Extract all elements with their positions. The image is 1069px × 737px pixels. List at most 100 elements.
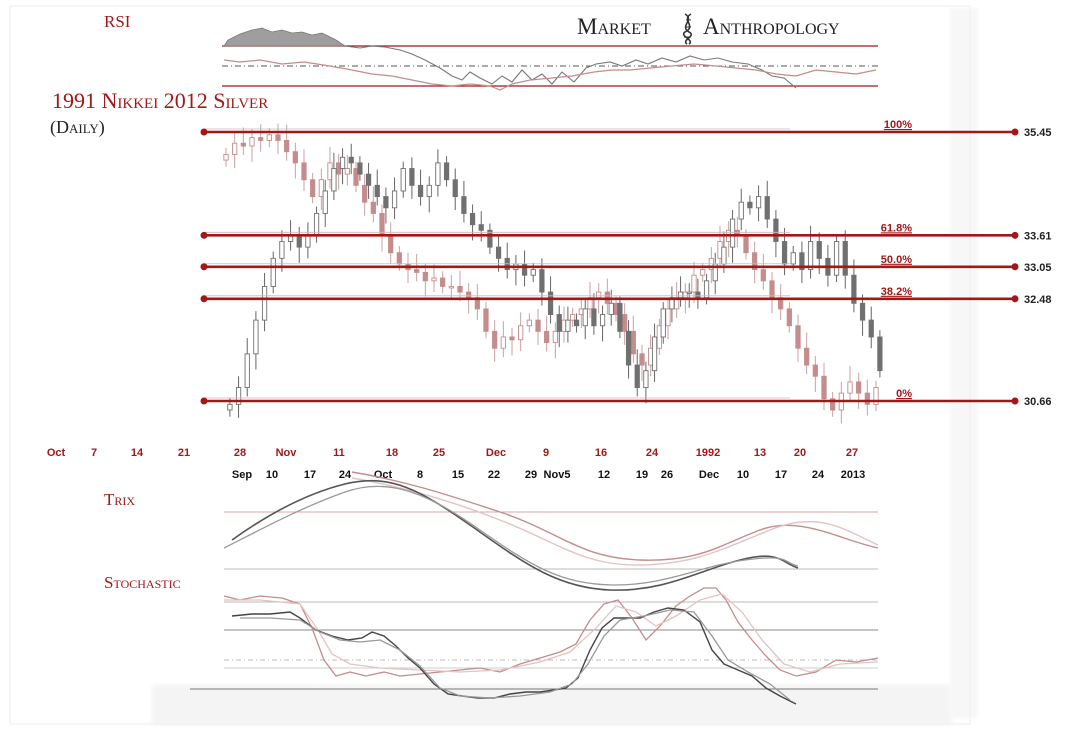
candle-body	[279, 241, 285, 259]
x-tick-label-bottom: 24	[339, 469, 352, 481]
candle-body	[400, 168, 406, 192]
candle-body	[287, 235, 294, 242]
trix-panel-label: Trix	[104, 490, 135, 509]
candle-body	[469, 212, 476, 226]
candle-body	[729, 218, 736, 248]
candle-body	[443, 162, 450, 181]
candle-body	[821, 375, 827, 400]
candle-body	[383, 196, 389, 209]
candle-body	[573, 319, 580, 327]
x-tick-label-bottom: Dec	[699, 469, 719, 481]
candle-body	[414, 269, 420, 273]
candle-body	[322, 190, 328, 214]
candle-body	[301, 162, 307, 181]
x-tick-label-bottom: Sep	[232, 469, 252, 481]
candle-body	[539, 269, 545, 293]
candle-body	[348, 156, 354, 164]
chart-subtitle: (Daily)	[50, 117, 105, 138]
candle-body	[830, 398, 836, 411]
candle-body	[466, 291, 472, 299]
fib-level-percent: 100%	[884, 119, 912, 131]
x-tick-label-bottom: 29	[525, 469, 537, 481]
candle-body	[391, 190, 398, 209]
candle-body	[570, 314, 576, 321]
candle-body	[781, 241, 788, 265]
candle-body	[223, 154, 229, 161]
fib-level-end-dot	[1011, 128, 1019, 136]
candle-body	[284, 139, 290, 153]
x-tick-label-bottom: 22	[488, 469, 500, 481]
fib-level-percent: 0%	[896, 388, 912, 400]
candle-body	[339, 156, 346, 169]
candle-body	[625, 330, 632, 366]
x-tick-label-bottom: 10	[737, 469, 749, 481]
candle-body	[374, 184, 380, 198]
candle-body	[452, 179, 458, 198]
candle-body	[643, 370, 649, 388]
x-tick-label-bottom: 8	[417, 469, 423, 481]
fibonacci-levels: 100% 35.45 61.8% 33.61 50.0% 33.05 38.2% 32.48 0…	[200, 119, 1052, 408]
x-tick-label-bottom: 10	[266, 469, 278, 481]
candle-body	[310, 179, 316, 198]
candle-body	[461, 196, 467, 214]
candle-body	[500, 336, 506, 349]
x-tick-label-top: 18	[386, 447, 398, 459]
stoch-nikkei-k	[223, 587, 879, 677]
candle-body	[816, 241, 822, 259]
candle-body	[769, 280, 775, 299]
fib-level-start-dot	[200, 231, 208, 239]
stoch-nikkei-d	[224, 593, 879, 673]
candle-body	[258, 137, 264, 141]
fib-level-start-dot	[200, 295, 208, 303]
x-tick-label-top: Nov	[276, 447, 298, 459]
candle-body	[270, 257, 276, 287]
trix-silver-line-2	[223, 485, 799, 586]
candle-body	[509, 336, 515, 341]
candle-body	[582, 308, 588, 327]
candle-body	[721, 246, 727, 265]
candle-body	[240, 142, 246, 147]
x-tick-label-top: 7	[91, 447, 97, 459]
brand-word-anthropology: Anthropology	[703, 14, 840, 39]
x-tick-label-top: Dec	[486, 447, 506, 459]
fib-level-value: 33.61	[1024, 230, 1052, 242]
candle-body	[599, 314, 606, 327]
candle-body	[426, 184, 432, 198]
x-tick-label-top: 13	[754, 447, 766, 459]
fib-level-end-dot	[1011, 263, 1019, 271]
candle-body	[591, 308, 597, 327]
candle-body	[773, 218, 779, 242]
candle-body	[752, 252, 758, 271]
candle-body	[478, 224, 484, 231]
candle-body	[807, 241, 814, 271]
candle-body	[440, 277, 446, 287]
fib-level-percent: 38.2%	[881, 286, 912, 298]
candle-body	[804, 347, 810, 366]
candle-body	[864, 392, 870, 405]
candle-body	[639, 353, 645, 366]
x-tick-label-bottom: 24	[812, 469, 825, 481]
x-tick-label-top: 21	[178, 447, 190, 459]
candle-body	[617, 302, 623, 332]
candle-body	[353, 168, 359, 186]
candle-body	[344, 168, 350, 175]
candle-body	[691, 274, 697, 293]
stoch-silver-k	[231, 607, 797, 705]
candle-body	[530, 269, 536, 276]
candle-body	[388, 235, 394, 254]
candle-body	[651, 336, 658, 372]
fib-level-value: 35.45	[1024, 127, 1052, 139]
x-axis-nikkei-dates: Oct 7 14 21 28 Nov 11 18 25 Dec 9 16 24 1992 13 20 27	[47, 447, 858, 459]
candle-body	[448, 285, 454, 289]
candle-body	[565, 319, 571, 332]
candle-body	[847, 381, 853, 394]
candle-body	[362, 184, 368, 203]
candle-body	[677, 291, 684, 299]
fib-level-end-dot	[1011, 295, 1019, 303]
candle-body	[318, 179, 324, 198]
fib-level-value: 32.48	[1024, 294, 1052, 306]
fib-level-start-dot	[200, 263, 208, 271]
candle-body	[868, 319, 874, 338]
candle-body	[851, 274, 857, 304]
